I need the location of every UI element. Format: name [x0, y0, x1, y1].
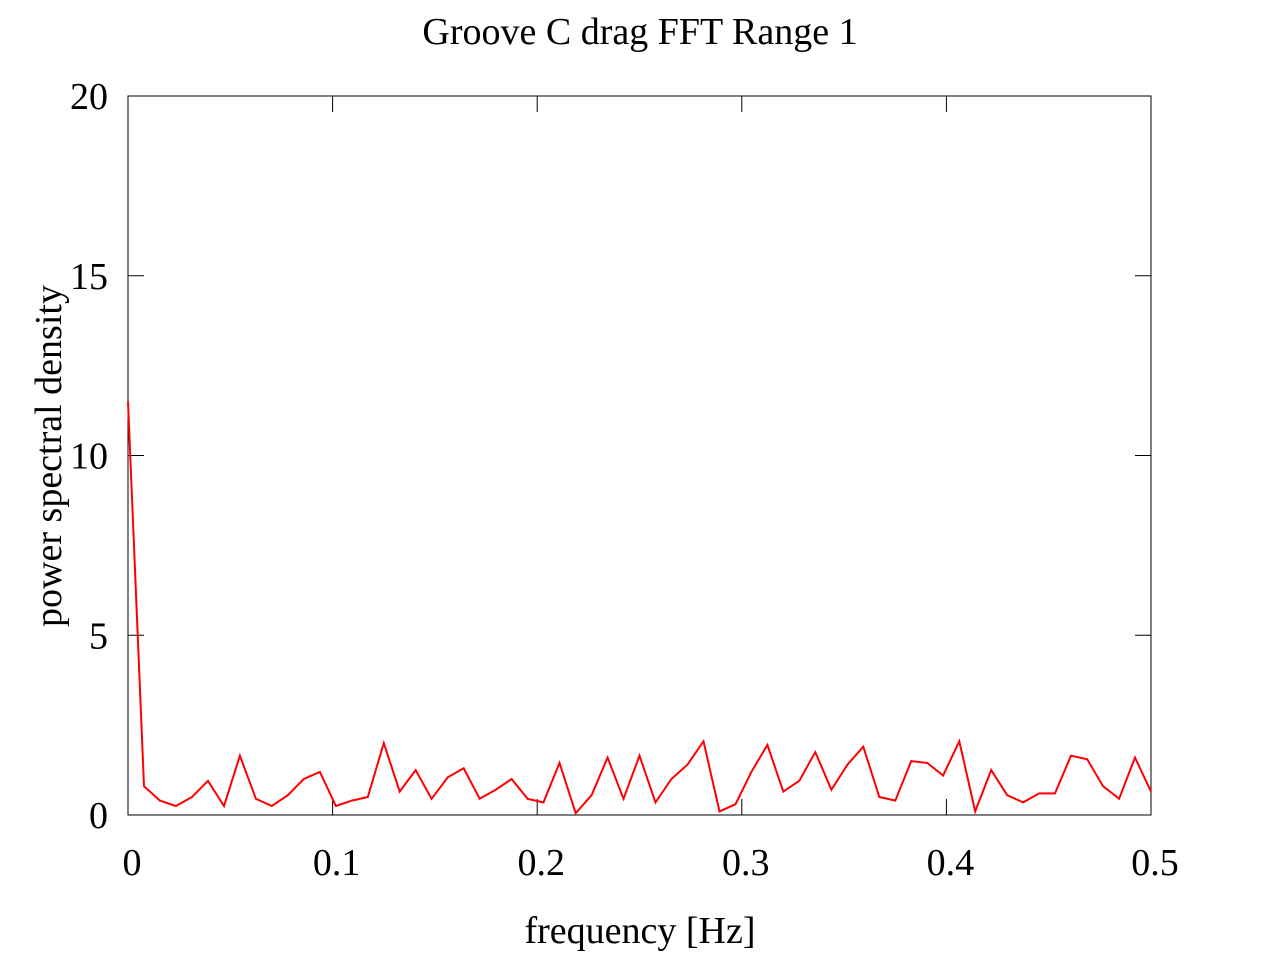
y-tick-label: 5: [89, 615, 108, 657]
x-tick-label: 0: [123, 842, 142, 884]
y-tick-label: 15: [70, 256, 108, 298]
y-tick-label: 0: [89, 795, 108, 837]
y-axis-label: power spectral density: [28, 285, 70, 627]
x-axis-label: frequency [Hz]: [524, 910, 755, 952]
plot-area: 0 0.1 0.2 0.3 0.4 0.5 0 5 10 15 20: [70, 76, 1179, 884]
y-tick-label: 10: [70, 436, 108, 478]
x-tick-label: 0.4: [927, 842, 975, 884]
plot-frame: [127, 95, 1152, 816]
y-tick-label: 20: [70, 76, 108, 118]
series-line-0: [127, 401, 1152, 816]
x-tick-label: 0.3: [722, 842, 770, 884]
x-tick-label: 0.2: [517, 842, 565, 884]
x-tick-label: 0.5: [1131, 842, 1179, 884]
x-tick-label: 0.1: [313, 842, 361, 884]
chart-title: Groove C drag FFT Range 1: [422, 11, 857, 53]
